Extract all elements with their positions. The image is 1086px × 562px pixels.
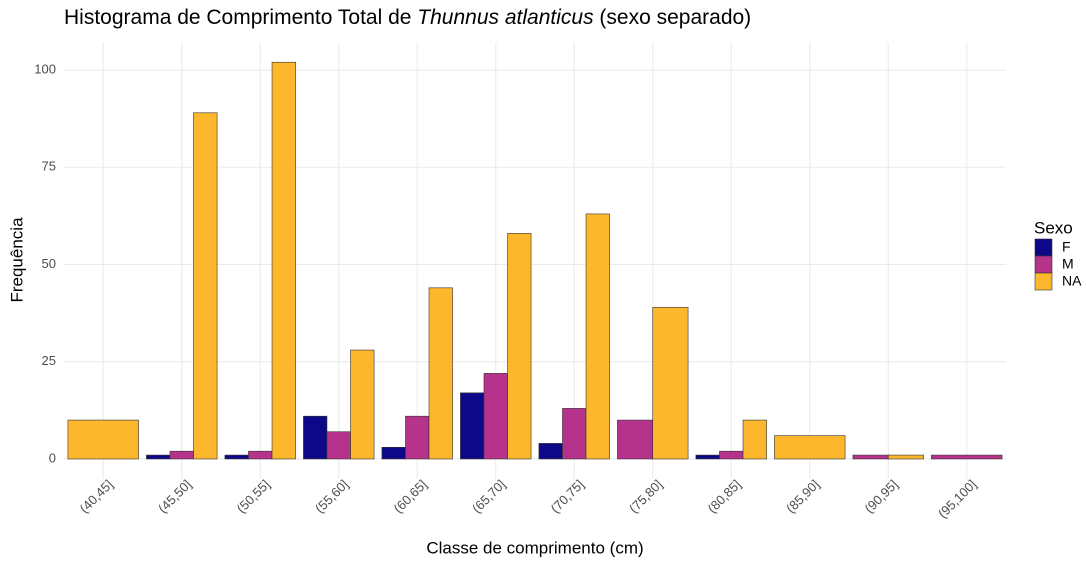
- bar: [774, 435, 846, 460]
- bar: [248, 450, 273, 460]
- bar: [562, 408, 587, 460]
- bar: [271, 61, 296, 460]
- x-tick-label: (60,65]: [391, 477, 430, 516]
- legend-label: NA: [1062, 273, 1082, 289]
- bar: [350, 349, 375, 460]
- bar: [303, 415, 328, 460]
- x-tick-label: (65,70]: [469, 477, 508, 516]
- legend-label: F: [1062, 239, 1071, 255]
- bar: [67, 419, 139, 460]
- bar: [193, 112, 218, 460]
- bar: [460, 392, 485, 460]
- bar: [483, 373, 508, 460]
- bar: [742, 419, 767, 460]
- bar: [652, 306, 689, 460]
- x-tick-label: (80,85]: [705, 477, 744, 516]
- y-tick-label: 100: [34, 61, 56, 76]
- x-tick-label: (55,60]: [312, 477, 351, 516]
- x-tick-label: (45,50]: [155, 477, 194, 516]
- y-axis-title: Frequência: [7, 217, 26, 303]
- x-tick-label: (50,55]: [234, 477, 273, 516]
- bar: [428, 287, 453, 460]
- bar: [224, 454, 249, 460]
- bar: [887, 454, 924, 460]
- bar: [931, 454, 1003, 460]
- x-tick-label: (90,95]: [862, 477, 901, 516]
- bar: [381, 446, 406, 460]
- y-tick-label: 0: [49, 450, 56, 465]
- x-tick-label: (40,45]: [77, 477, 116, 516]
- bar: [538, 443, 563, 460]
- x-tick-label: (70,75]: [548, 477, 587, 516]
- title-part: (sexo separado): [599, 6, 751, 29]
- bar: [405, 415, 430, 460]
- bar: [617, 419, 654, 460]
- bar: [695, 454, 720, 460]
- legend-title: Sexo: [1034, 218, 1073, 237]
- y-tick-label: 50: [42, 256, 56, 271]
- y-tick-label: 75: [42, 159, 56, 174]
- x-tick-label: (95,100]: [935, 477, 979, 521]
- legend-key: [1034, 255, 1053, 274]
- x-tick-label: (75,80]: [626, 477, 665, 516]
- bar: [326, 431, 351, 460]
- bar: [719, 450, 744, 460]
- bar: [852, 454, 889, 460]
- x-axis-title: Classe de comprimento (cm): [426, 538, 643, 557]
- bar: [507, 233, 532, 460]
- legend-key: [1034, 238, 1053, 257]
- x-tick-label: (85,90]: [783, 477, 822, 516]
- title-part: Histograma de Comprimento Total de: [64, 6, 411, 29]
- legend-key: [1034, 272, 1053, 291]
- bar: [146, 454, 171, 460]
- y-tick-label: 25: [42, 353, 56, 368]
- bar: [169, 450, 194, 460]
- chart-title: Histograma de Comprimento Total de Thunn…: [64, 6, 751, 29]
- bar: [585, 213, 610, 460]
- legend-label: M: [1062, 256, 1074, 272]
- title-part-italic: Thunnus atlanticus: [417, 6, 594, 29]
